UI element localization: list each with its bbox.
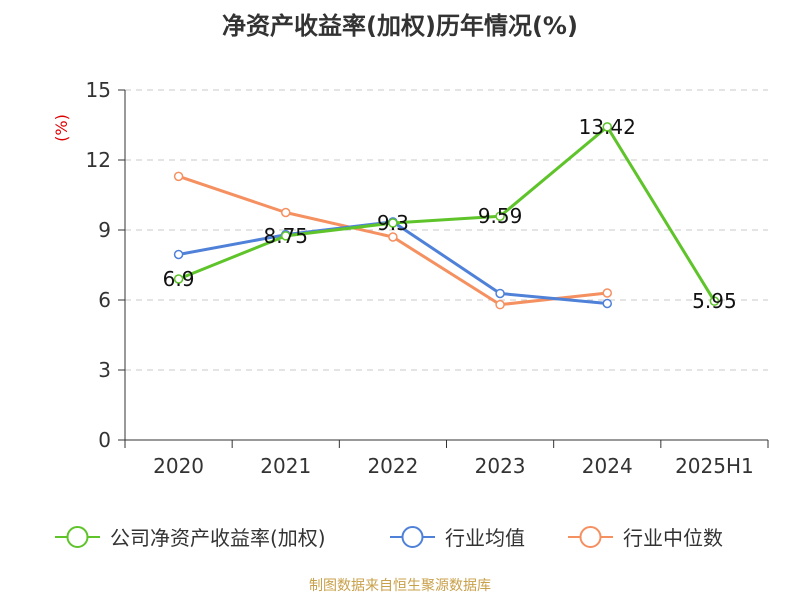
data-point <box>388 218 398 228</box>
y-tick-label: 9 <box>98 218 111 242</box>
legend-label: 公司净资产收益率(加权) <box>110 526 326 550</box>
legend-marker <box>401 526 424 548</box>
source-note: 制图数据来自恒生聚源数据库 <box>309 578 491 594</box>
data-point <box>602 122 612 132</box>
data-point <box>709 296 720 306</box>
gridlines <box>125 89 768 371</box>
legend-marker <box>579 526 602 548</box>
data-point <box>602 298 612 309</box>
data-label: 13.42 <box>579 115 636 139</box>
data-point <box>495 299 505 310</box>
chart-title: 净资产收益率(加权)历年情况(%) <box>222 12 578 40</box>
data-point <box>173 249 184 260</box>
y-tick-label: 0 <box>98 428 111 452</box>
data-label: 9.3 <box>377 211 409 235</box>
series-lines <box>173 122 720 310</box>
x-tick-label: 2023 <box>475 454 526 478</box>
x-tick-label: 2020 <box>153 454 204 478</box>
y-tick-label: 12 <box>86 148 111 172</box>
legend-marker <box>66 526 89 548</box>
data-point <box>173 274 184 284</box>
data-point <box>602 288 612 298</box>
data-label: 6.9 <box>163 267 195 291</box>
data-label: 9.59 <box>478 204 523 228</box>
series-line <box>178 125 716 302</box>
y-axis-label: (%) <box>52 114 71 142</box>
axes: 0 3 6 9 12 15 2020 2021 2022 2023 2024 2025H1 <box>86 78 769 478</box>
data-point <box>281 207 291 218</box>
data-point <box>173 171 184 182</box>
y-tick-label: 15 <box>86 78 111 102</box>
x-tick-label: 2025H1 <box>675 454 754 478</box>
legend-item[interactable]: 行业均值 <box>390 526 525 550</box>
x-tick-label: 2022 <box>367 454 418 478</box>
x-tick-label: 2024 <box>582 454 633 478</box>
y-tick-label: 6 <box>98 288 111 312</box>
legend-label: 行业中位数 <box>623 526 723 550</box>
legend-item[interactable]: 行业中位数 <box>568 526 723 550</box>
legend: 公司净资产收益率(加权) 行业均值 行业中位数 <box>55 526 723 550</box>
data-labels: 6.9 8.75 9.3 9.59 13.42 5.95 <box>163 115 737 313</box>
x-tick-label: 2021 <box>260 454 311 478</box>
data-point <box>495 288 505 299</box>
data-label: 5.95 <box>692 289 737 313</box>
data-point <box>388 232 398 242</box>
legend-label: 行业均值 <box>445 526 525 550</box>
y-tick-label: 3 <box>98 358 111 382</box>
data-label: 8.75 <box>263 224 308 248</box>
legend-item[interactable]: 公司净资产收益率(加权) <box>55 526 326 550</box>
data-point <box>281 231 291 241</box>
data-point <box>495 211 505 221</box>
